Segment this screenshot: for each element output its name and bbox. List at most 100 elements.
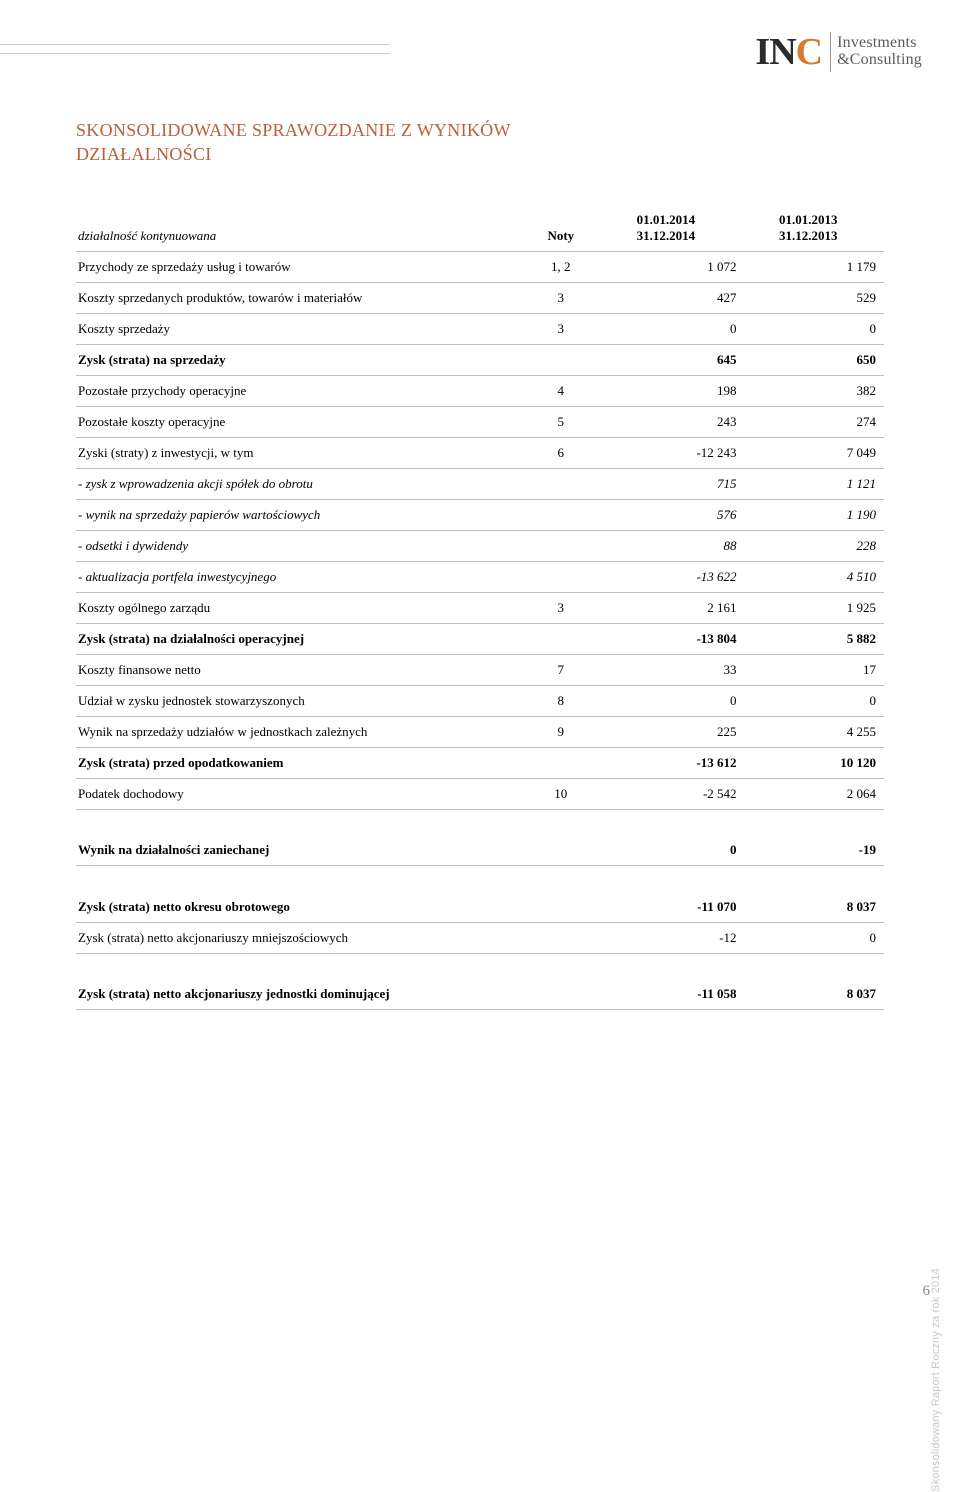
logo-divider bbox=[830, 32, 831, 72]
row-value-2: 0 bbox=[739, 922, 884, 953]
page-number: 6 bbox=[923, 1283, 931, 1300]
row-value-2: 274 bbox=[739, 406, 884, 437]
footer-rotated-text: Skonsolidowany Raport Roczny za rok 2014 bbox=[930, 1268, 942, 1492]
row-noty bbox=[528, 747, 593, 778]
row-value-2: 1 179 bbox=[739, 251, 884, 282]
row-noty: 8 bbox=[528, 685, 593, 716]
row-noty: 1, 2 bbox=[528, 251, 593, 282]
row-value-2: 0 bbox=[739, 685, 884, 716]
row-value-1: 198 bbox=[593, 375, 738, 406]
row-value-1: 427 bbox=[593, 282, 738, 313]
row-label: - aktualizacja portfela inwestycyjnego bbox=[76, 561, 528, 592]
row-value-1: 2 161 bbox=[593, 592, 738, 623]
table-header-row: działalność kontynuowana Noty 01.01.2014… bbox=[76, 205, 884, 252]
row-label: - wynik na sprzedaży papierów wartościow… bbox=[76, 499, 528, 530]
row-label: Przychody ze sprzedaży usług i towarów bbox=[76, 251, 528, 282]
row-value-2: 5 882 bbox=[739, 623, 884, 654]
row-value-1: 88 bbox=[593, 530, 738, 561]
row-value-1: 576 bbox=[593, 499, 738, 530]
income-statement-table: działalność kontynuowana Noty 01.01.2014… bbox=[76, 205, 884, 1011]
row-value-2: 0 bbox=[739, 313, 884, 344]
row-label: Zysk (strata) przed opodatkowaniem bbox=[76, 747, 528, 778]
row-label: Pozostałe koszty operacyjne bbox=[76, 406, 528, 437]
row-noty: 3 bbox=[528, 282, 593, 313]
row-value-2: 228 bbox=[739, 530, 884, 561]
table-row: Zyski (straty) z inwestycji, w tym6-12 2… bbox=[76, 437, 884, 468]
header-period-1: 01.01.2014 31.12.2014 bbox=[593, 205, 738, 252]
row-label: Koszty ogólnego zarządu bbox=[76, 592, 528, 623]
row-noty: 6 bbox=[528, 437, 593, 468]
row-label: Zysk (strata) netto akcjonariuszy jednos… bbox=[76, 979, 528, 1010]
row-value-1: -11 070 bbox=[593, 892, 738, 923]
table-row: - aktualizacja portfela inwestycyjnego -1… bbox=[76, 561, 884, 592]
row-value-2: 650 bbox=[739, 344, 884, 375]
header-label: działalność kontynuowana bbox=[76, 205, 528, 252]
logo-text-c: C bbox=[796, 31, 822, 73]
logo-subtext-line2: &Consulting bbox=[837, 52, 922, 69]
row-value-2: 1 190 bbox=[739, 499, 884, 530]
top-horizontal-rule bbox=[0, 44, 390, 54]
row-value-1: 645 bbox=[593, 344, 738, 375]
title-line-1: SKONSOLIDOWANE SPRAWOZDANIE Z WYNIKÓW bbox=[76, 118, 884, 142]
table-row: Zysk (strata) na sprzedaży645650 bbox=[76, 344, 884, 375]
row-noty bbox=[528, 468, 593, 499]
row-label: Zysk (strata) netto akcjonariuszy mniejs… bbox=[76, 922, 528, 953]
row-label: - odsetki i dywidendy bbox=[76, 530, 528, 561]
row-noty: 4 bbox=[528, 375, 593, 406]
header-noty: Noty bbox=[528, 205, 593, 252]
row-value-1: -12 bbox=[593, 922, 738, 953]
row-value-1: -11 058 bbox=[593, 979, 738, 1010]
table-row: Zysk (strata) netto akcjonariuszy jednos… bbox=[76, 979, 884, 1010]
table-spacer bbox=[76, 866, 884, 892]
logo: INC Investments &Consulting bbox=[755, 30, 922, 74]
table-row: Wynik na działalności zaniechanej0-19 bbox=[76, 835, 884, 866]
row-value-1: -13 804 bbox=[593, 623, 738, 654]
row-label: Podatek dochodowy bbox=[76, 778, 528, 809]
row-value-2: -19 bbox=[739, 835, 884, 866]
row-value-2: 10 120 bbox=[739, 747, 884, 778]
row-noty bbox=[528, 344, 593, 375]
row-value-1: -2 542 bbox=[593, 778, 738, 809]
table-row: Koszty sprzedaży300 bbox=[76, 313, 884, 344]
logo-text-in: IN bbox=[755, 31, 795, 73]
row-value-1: -13 612 bbox=[593, 747, 738, 778]
title-line-2: DZIAŁALNOŚCI bbox=[76, 142, 884, 166]
row-label: Koszty sprzedaży bbox=[76, 313, 528, 344]
row-label: Zysk (strata) na działalności operacyjne… bbox=[76, 623, 528, 654]
row-value-1: 0 bbox=[593, 685, 738, 716]
row-value-2: 4 255 bbox=[739, 716, 884, 747]
row-label: Pozostałe przychody operacyjne bbox=[76, 375, 528, 406]
row-noty bbox=[528, 892, 593, 923]
table-row: Zysk (strata) netto okresu obrotowego -11… bbox=[76, 892, 884, 923]
table-row: Pozostałe koszty operacyjne5243274 bbox=[76, 406, 884, 437]
row-noty bbox=[528, 561, 593, 592]
row-value-1: 715 bbox=[593, 468, 738, 499]
row-value-2: 529 bbox=[739, 282, 884, 313]
row-noty bbox=[528, 499, 593, 530]
table-spacer bbox=[76, 953, 884, 979]
row-noty bbox=[528, 979, 593, 1010]
table-row: Zysk (strata) netto akcjonariuszy mniejs… bbox=[76, 922, 884, 953]
row-label: Zyski (straty) z inwestycji, w tym bbox=[76, 437, 528, 468]
row-value-1: 1 072 bbox=[593, 251, 738, 282]
table-row: - wynik na sprzedaży papierów wartościow… bbox=[76, 499, 884, 530]
row-label: Udział w zysku jednostek stowarzyszonych bbox=[76, 685, 528, 716]
page-content: SKONSOLIDOWANE SPRAWOZDANIE Z WYNIKÓW DZ… bbox=[76, 118, 884, 1010]
table-row: Udział w zysku jednostek stowarzyszonych… bbox=[76, 685, 884, 716]
table-row: Podatek dochodowy10-2 5422 064 bbox=[76, 778, 884, 809]
row-noty: 7 bbox=[528, 654, 593, 685]
row-value-2: 1 925 bbox=[739, 592, 884, 623]
table-row: Wynik na sprzedaży udziałów w jednostkac… bbox=[76, 716, 884, 747]
row-value-1: -12 243 bbox=[593, 437, 738, 468]
row-value-2: 8 037 bbox=[739, 892, 884, 923]
row-value-2: 8 037 bbox=[739, 979, 884, 1010]
row-noty bbox=[528, 835, 593, 866]
row-label: Zysk (strata) netto okresu obrotowego bbox=[76, 892, 528, 923]
header-period-2: 01.01.2013 31.12.2013 bbox=[739, 205, 884, 252]
table-row: Przychody ze sprzedaży usług i towarów1,… bbox=[76, 251, 884, 282]
row-noty: 10 bbox=[528, 778, 593, 809]
row-value-1: 0 bbox=[593, 835, 738, 866]
row-value-2: 1 121 bbox=[739, 468, 884, 499]
row-noty: 3 bbox=[528, 592, 593, 623]
row-value-1: -13 622 bbox=[593, 561, 738, 592]
